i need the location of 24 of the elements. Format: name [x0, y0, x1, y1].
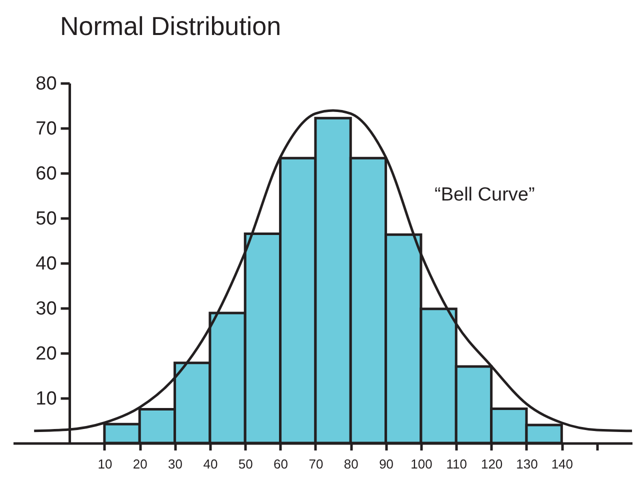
- x-tick-label: 20: [132, 456, 148, 472]
- x-tick-label: 100: [410, 456, 432, 472]
- y-tick-label: 10: [36, 388, 57, 410]
- y-tick-label: 70: [36, 118, 57, 140]
- x-tick-label: 60: [274, 456, 288, 472]
- x-tick-label: 50: [238, 456, 253, 472]
- y-tick-label: 80: [36, 74, 57, 94]
- x-tick-label: 30: [168, 456, 183, 472]
- x-tick-label: 10: [98, 456, 112, 472]
- x-tick-label: 140: [551, 456, 574, 472]
- y-tick-label: 30: [36, 298, 57, 320]
- y-tick-label: 20: [36, 344, 57, 364]
- y-tick-label: 40: [36, 254, 57, 274]
- chart-title: Normal Distribution: [60, 11, 282, 41]
- x-tick-label: 40: [203, 456, 218, 472]
- annotation: “Bell Curve”: [434, 184, 535, 206]
- x-tick-label: 90: [379, 456, 394, 472]
- y-tick-label: 60: [36, 164, 57, 184]
- x-tick-label: 120: [480, 456, 503, 472]
- x-tick-label: 70: [308, 456, 324, 472]
- x-tick-label: 80: [344, 456, 358, 472]
- x-tick-label: 110: [446, 456, 468, 472]
- x-tick-label: 130: [516, 456, 538, 472]
- y-tick-label: 50: [36, 208, 57, 230]
